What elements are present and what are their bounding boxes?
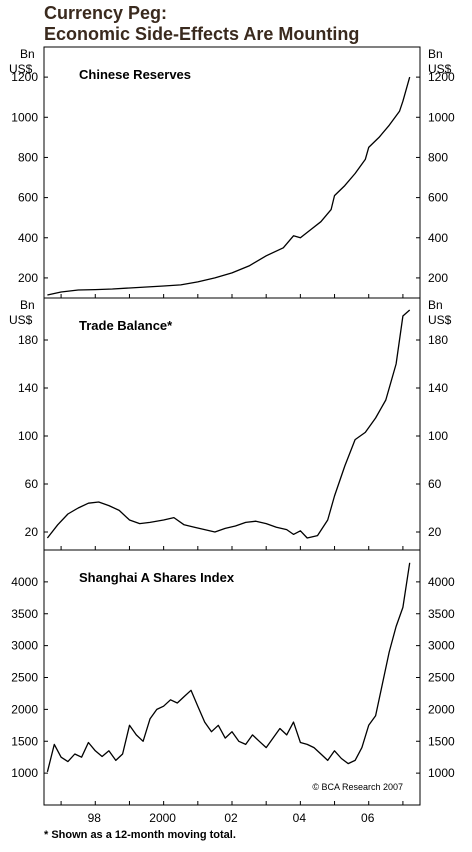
unit-label-left-top: Bn bbox=[20, 298, 35, 312]
unit-label-right-bottom: US$ bbox=[428, 62, 452, 76]
y-tick-label-left: 1000 bbox=[11, 766, 38, 780]
y-tick-label-left: 1000 bbox=[11, 110, 38, 124]
y-tick-label-left: 60 bbox=[25, 477, 39, 491]
y-tick-label-right: 2000 bbox=[428, 702, 455, 716]
panel-frame bbox=[43, 46, 421, 299]
y-tick-label-left: 180 bbox=[18, 333, 38, 347]
unit-label-left-top: Bn bbox=[20, 47, 35, 61]
footnote: * Shown as a 12-month moving total. bbox=[44, 829, 236, 841]
y-tick-label-left: 20 bbox=[25, 525, 39, 539]
y-tick-label-left: 200 bbox=[18, 271, 38, 285]
unit-label-right-top: Bn bbox=[428, 47, 443, 61]
y-tick-label-right: 20 bbox=[428, 525, 442, 539]
y-tick-label-right: 1000 bbox=[428, 110, 455, 124]
y-tick-label-right: 200 bbox=[428, 271, 448, 285]
y-tick-label-right: 1200 bbox=[428, 70, 455, 84]
x-tick-label: 98 bbox=[88, 811, 102, 825]
y-tick-label-left: 800 bbox=[18, 150, 38, 164]
y-tick-label-left: 3000 bbox=[11, 639, 38, 653]
y-tick-label-right: 1500 bbox=[428, 734, 455, 748]
y-tick-label-right: 600 bbox=[428, 191, 448, 205]
unit-label-left-bottom: US$ bbox=[9, 313, 33, 327]
y-tick-label-left: 2000 bbox=[11, 702, 38, 716]
y-tick-label-right: 180 bbox=[428, 333, 448, 347]
y-tick-label-left: 140 bbox=[18, 381, 38, 395]
y-tick-label-left: 100 bbox=[18, 429, 38, 443]
y-tick-label-right: 4000 bbox=[428, 575, 455, 589]
x-tick-label: 2000 bbox=[149, 811, 176, 825]
panel-title: Trade Balance* bbox=[79, 318, 173, 333]
unit-label-left-bottom: US$ bbox=[9, 62, 33, 76]
y-tick-label-left: 400 bbox=[18, 231, 38, 245]
chart-title-line-2: Economic Side-Effects Are Mounting bbox=[44, 24, 360, 44]
chart-title-line-1: Currency Peg: bbox=[44, 3, 168, 23]
y-tick-label-right: 3000 bbox=[428, 639, 455, 653]
y-tick-label-left: 4000 bbox=[11, 575, 38, 589]
y-tick-label-right: 1000 bbox=[428, 766, 455, 780]
panel-frame bbox=[43, 297, 421, 551]
x-tick-label: 04 bbox=[293, 811, 307, 825]
y-tick-label-left: 1500 bbox=[11, 734, 38, 748]
panel-title: Chinese Reserves bbox=[79, 67, 191, 82]
y-tick-label-left: 2500 bbox=[11, 671, 38, 685]
y-tick-label-left: 1200 bbox=[11, 70, 38, 84]
series-line bbox=[46, 309, 411, 539]
y-tick-label-right: 100 bbox=[428, 429, 448, 443]
x-tick-label: 06 bbox=[361, 811, 375, 825]
y-tick-label-left: 600 bbox=[18, 191, 38, 205]
series-line bbox=[46, 562, 411, 773]
y-tick-label-right: 3500 bbox=[428, 607, 455, 621]
x-tick-label: 02 bbox=[224, 811, 238, 825]
y-tick-label-right: 60 bbox=[428, 477, 442, 491]
unit-label-right-top: Bn bbox=[428, 298, 443, 312]
y-tick-label-right: 400 bbox=[428, 231, 448, 245]
y-tick-label-right: 140 bbox=[428, 381, 448, 395]
y-tick-label-right: 2500 bbox=[428, 671, 455, 685]
copyright-note: © BCA Research 2007 bbox=[312, 782, 403, 792]
series-line bbox=[47, 76, 411, 296]
y-tick-label-right: 800 bbox=[428, 150, 448, 164]
unit-label-right-bottom: US$ bbox=[428, 313, 452, 327]
panel-title: Shanghai A Shares Index bbox=[79, 570, 235, 585]
panel-frame bbox=[43, 549, 421, 806]
y-tick-label-left: 3500 bbox=[11, 607, 38, 621]
